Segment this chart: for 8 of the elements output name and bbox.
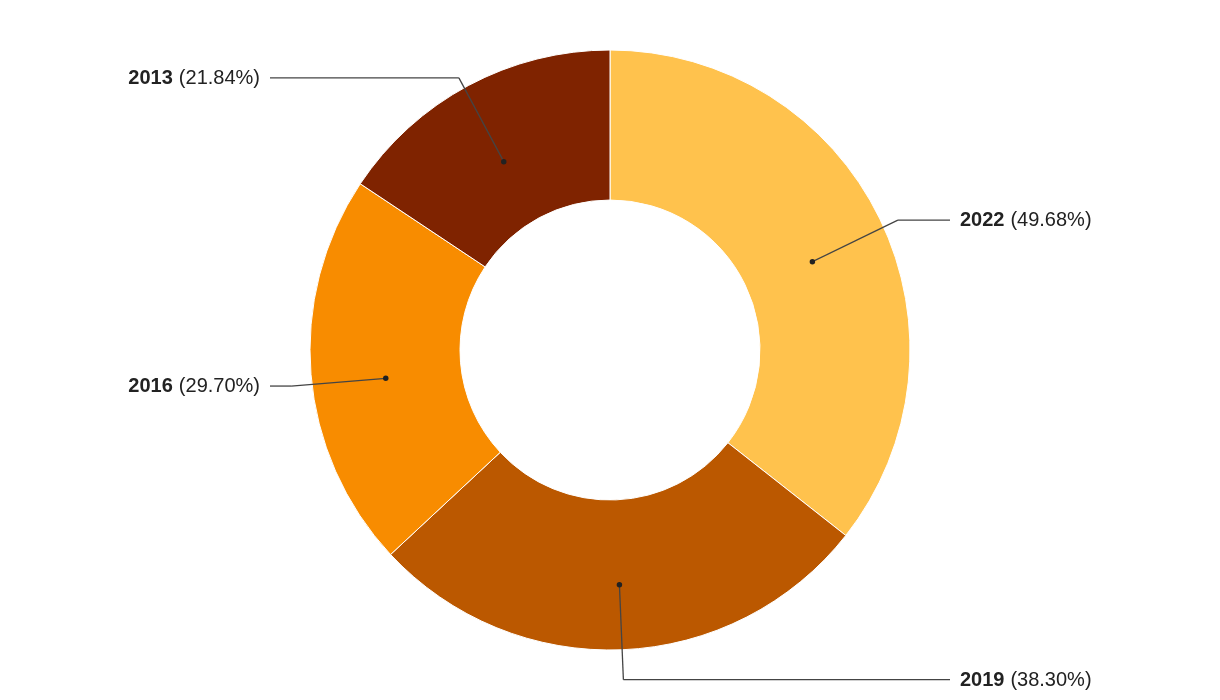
- slice-label: 2013: [128, 65, 173, 88]
- data-label: (29.70%): [178, 374, 260, 397]
- data-label: (38.30%): [1010, 667, 1092, 690]
- slice-label: 2022: [960, 208, 1005, 231]
- data-label: (49.68%): [1010, 208, 1092, 231]
- data-label: (21.84%): [178, 65, 260, 88]
- slice-label: 2019: [960, 667, 1005, 690]
- slice-label: 2016: [128, 374, 173, 397]
